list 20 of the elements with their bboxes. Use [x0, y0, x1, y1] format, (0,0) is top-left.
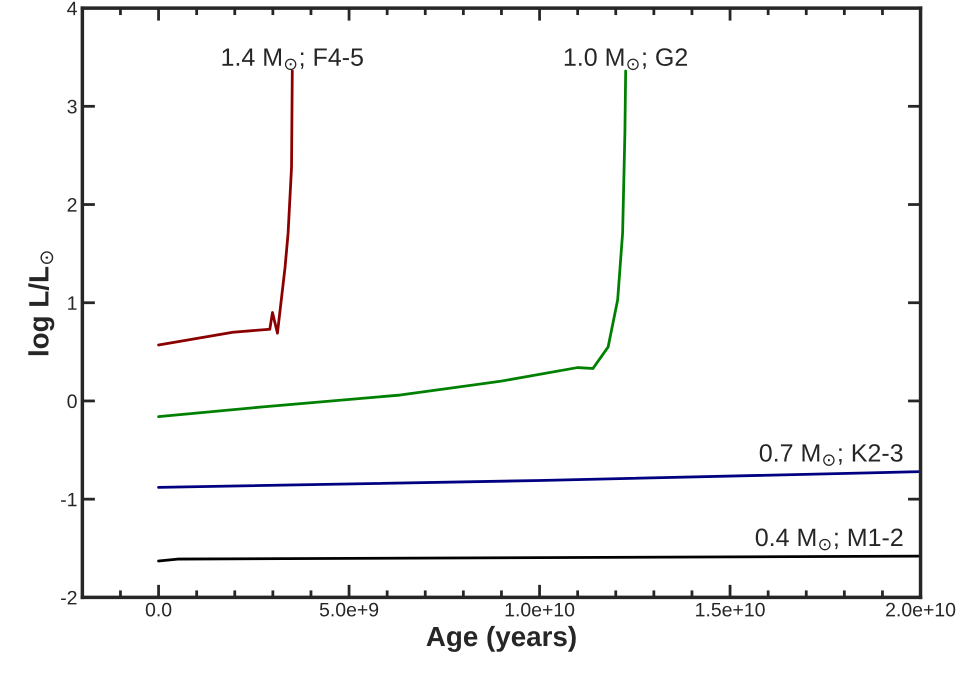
x-tick-label: 2.0e+10: [886, 602, 956, 617]
x-axis-title: Age (years): [426, 626, 576, 652]
y-tick-label: 3: [67, 100, 77, 114]
x-tick-label: 0.0: [146, 602, 172, 617]
line-series: [157, 70, 294, 346]
x-tick-label: 1.0e+10: [506, 602, 574, 617]
x-tick-label: 1.5e+10: [696, 602, 765, 617]
y-tick-label: 1: [68, 296, 77, 310]
series-label: 1.0 M$_{⊙}$; G2: [564, 48, 688, 70]
y-tick-label: 4: [67, 2, 77, 16]
y-tick-label: 0: [67, 394, 77, 408]
y-axis-title: log L/L$_{⊙}$: [28, 251, 54, 356]
series-label: 0.4 M$_{⊙}$; M1-2: [756, 528, 902, 550]
line-series: [157, 70, 628, 418]
y-tick-label: -1: [61, 492, 77, 506]
y-tick-label: 2: [68, 198, 77, 212]
series-label: 1.4 M$_{⊙}$; F4-5: [222, 48, 363, 70]
x-tick-label: 5.0e+9: [320, 602, 378, 617]
y-tick-label: -2: [61, 590, 77, 604]
series-label: 0.7 M$_{⊙}$; K2-3: [760, 444, 902, 466]
